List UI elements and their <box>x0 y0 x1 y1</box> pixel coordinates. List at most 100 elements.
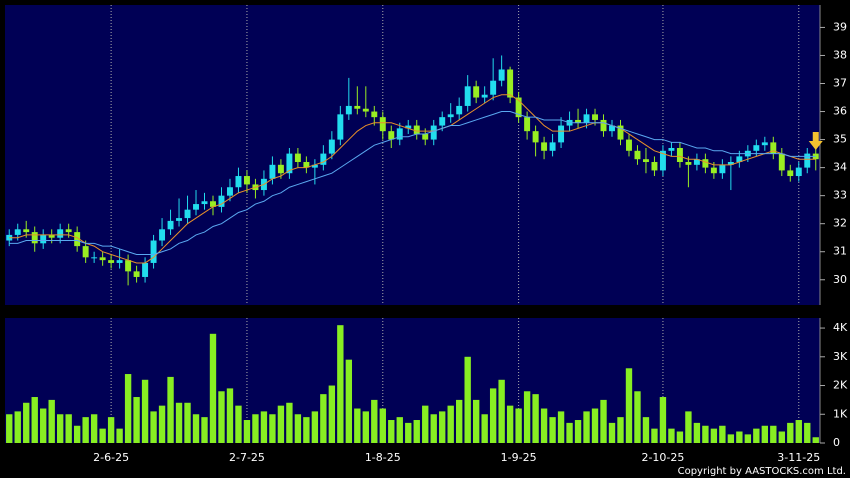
volume-bar <box>472 399 480 443</box>
volume-bar <box>659 397 667 443</box>
volume-bar <box>702 425 709 443</box>
volume-bar <box>566 422 573 443</box>
x-tick-label: 2-7-25 <box>229 451 265 464</box>
candle-body <box>778 153 785 171</box>
volume-bar <box>345 359 353 443</box>
volume-bar <box>40 408 47 443</box>
volume-bar <box>608 422 616 443</box>
x-tick-label: 2-6-25 <box>93 451 129 464</box>
y-tick-label: 39 <box>833 20 847 33</box>
volume-bar <box>371 399 378 443</box>
volume-bar <box>549 417 556 443</box>
candle-body <box>617 125 624 140</box>
candle-body <box>362 108 369 112</box>
y-tick-label: 2K <box>833 379 848 392</box>
y-tick-label: 35 <box>833 133 847 146</box>
candle-body <box>507 69 514 98</box>
volume-bar <box>303 417 310 443</box>
volume-bar <box>337 325 344 443</box>
volume-bar <box>583 411 590 443</box>
marker-arrow <box>808 132 823 150</box>
candle-body <box>23 229 30 233</box>
volume-bar <box>540 408 548 443</box>
candle-body <box>159 229 166 241</box>
candle-body <box>328 139 335 154</box>
volume-bar <box>320 394 327 443</box>
y-tick-label: 31 <box>833 245 847 258</box>
x-tick-label: 3-11-25 <box>777 451 820 464</box>
candle-body <box>626 139 632 151</box>
candle-body <box>761 142 768 146</box>
candle-body <box>659 150 666 171</box>
candle-body <box>91 257 98 259</box>
candle-body <box>702 159 709 168</box>
candle-body <box>150 240 157 263</box>
candle-body <box>736 156 743 163</box>
volume-bar <box>65 414 72 443</box>
volume-bar <box>439 411 446 443</box>
candle-body <box>294 153 301 163</box>
candle-body <box>490 80 497 95</box>
volume-bar <box>226 388 234 443</box>
volume-bar <box>396 417 403 443</box>
volume-bar <box>693 422 701 443</box>
candle-body <box>439 117 446 126</box>
candle-body <box>14 229 21 235</box>
candle-body <box>269 164 276 179</box>
candle-body <box>227 187 233 196</box>
volume-bar <box>175 402 183 443</box>
candle-body <box>286 153 293 174</box>
candle-body <box>634 150 641 160</box>
candle-body <box>515 97 522 118</box>
candle-body <box>176 218 183 221</box>
volume-bar <box>218 391 225 443</box>
volume-bar <box>133 397 140 443</box>
candle-body <box>354 105 361 109</box>
candle-body <box>116 260 123 263</box>
y-tick-label: 30 <box>833 273 847 286</box>
volume-bar <box>311 411 319 443</box>
volume-bar <box>557 411 565 443</box>
moving-average <box>9 111 816 256</box>
volume-bar <box>209 333 217 443</box>
candle-body <box>320 153 327 165</box>
volume-bar <box>73 425 81 443</box>
candle-body <box>235 176 242 188</box>
candle-body <box>405 125 412 129</box>
volume-bar <box>82 417 89 443</box>
x-tick-label: 1-9-25 <box>501 451 537 464</box>
volume-bar <box>328 385 336 443</box>
volume-bar <box>14 411 21 443</box>
candle-body <box>413 125 420 134</box>
volume-bar <box>506 405 514 443</box>
candle-body <box>524 117 531 132</box>
volume-bar <box>532 394 539 443</box>
candle-body <box>277 164 284 174</box>
y-tick-label: 3K <box>833 350 848 363</box>
candle-body <box>303 162 310 168</box>
candle-body <box>481 94 488 98</box>
y-tick-label: 34 <box>833 161 847 174</box>
y-tick-label: 38 <box>833 48 847 61</box>
volume-bar <box>184 402 191 443</box>
candle-body <box>685 162 692 165</box>
candle-body <box>609 125 615 132</box>
volume-bar <box>651 428 658 443</box>
volume-bar <box>744 434 752 443</box>
volume-bar <box>99 428 106 443</box>
volume-bar <box>625 368 633 443</box>
candle-body <box>396 128 403 140</box>
volume-bar <box>430 414 437 443</box>
volume-bar <box>668 428 675 443</box>
volume-bar <box>676 431 684 443</box>
candle-body <box>770 142 777 154</box>
candle-body <box>167 220 174 230</box>
layer: 30 31 32 33 34 35 36 37 38 39 2-6-25 2-7-25 1-8-25 1-… <box>6 5 848 464</box>
candle-body <box>693 159 700 165</box>
volume-bar <box>158 405 166 443</box>
x-tick-label: 1-8-25 <box>365 451 401 464</box>
candle-body <box>575 119 582 123</box>
volume-bar <box>90 414 98 443</box>
volume-bar <box>31 397 38 443</box>
